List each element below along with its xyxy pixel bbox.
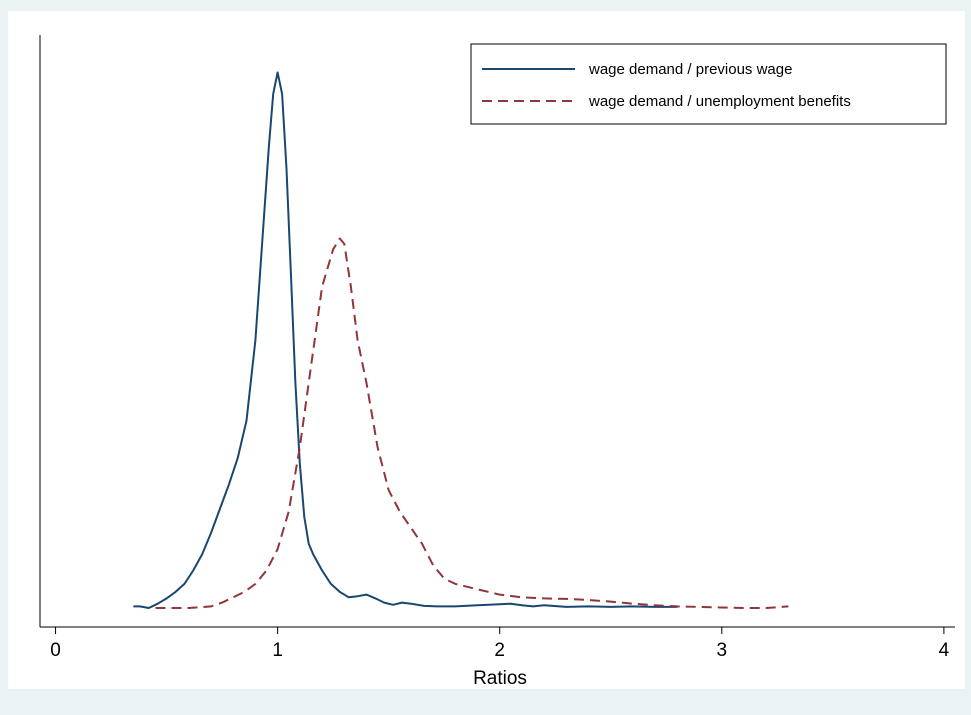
x-tick-label: 3 — [717, 640, 728, 661]
series-line-2 — [155, 237, 789, 609]
legend-label-2: wage demand / unemployment benefits — [588, 93, 851, 110]
series-line-1 — [133, 71, 678, 609]
x-axis-title: Ratios — [473, 668, 527, 689]
x-tick-label: 0 — [50, 640, 61, 661]
legend-items: wage demand / previous wage wage demand /… — [482, 61, 851, 110]
x-tick-label: 2 — [494, 640, 505, 661]
series-layer — [133, 71, 789, 609]
x-ticks-group: 0 1 2 3 4 — [50, 627, 950, 661]
x-tick-label: 1 — [272, 640, 283, 661]
legend: wage demand / previous wage wage demand /… — [470, 43, 947, 125]
legend-label-1: wage demand / previous wage — [588, 61, 792, 78]
x-tick-label: 4 — [939, 640, 950, 661]
legend-box — [470, 43, 947, 125]
axes-group: 0 1 2 3 4 Ratios — [39, 35, 955, 689]
